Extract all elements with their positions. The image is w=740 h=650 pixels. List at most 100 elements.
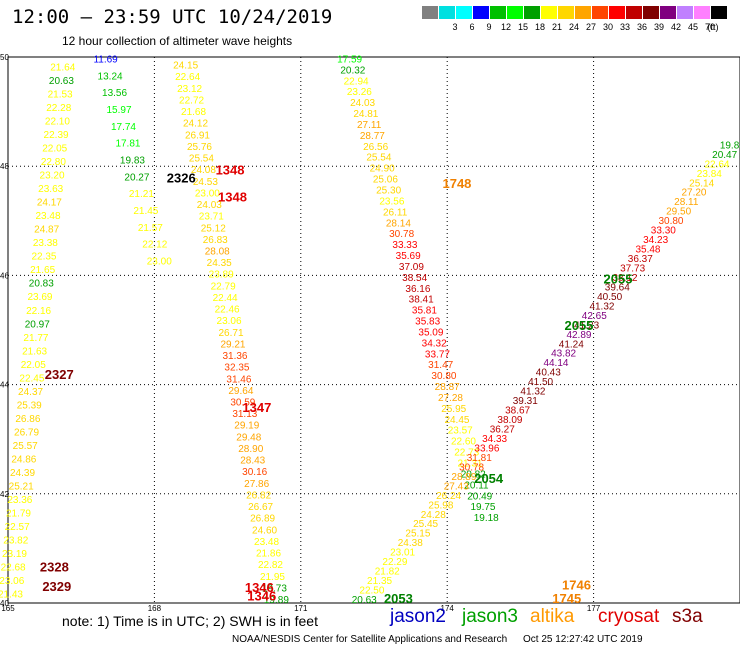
wave-height-point: 31.47: [428, 360, 453, 371]
wave-height-point: 41.32: [520, 387, 545, 398]
footer-credit: NOAA/NESDIS Center for Satellite Applica…: [232, 634, 508, 645]
wave-height-point: 39.64: [605, 282, 630, 293]
wave-height-point: 23.82: [3, 535, 28, 546]
colorbar-swatch: [422, 6, 438, 19]
wave-height-point: 22.64: [704, 159, 729, 170]
wave-height-point: 24.28: [421, 510, 446, 521]
wave-height-point: 23.00: [195, 188, 220, 199]
colorbar-swatch: [456, 6, 472, 19]
y-tick-label: 42: [0, 490, 9, 499]
wave-height-point: 24.17: [37, 198, 62, 209]
wave-height-point: 34.32: [422, 338, 447, 349]
wave-height-point: 23.48: [254, 537, 279, 548]
wave-height-point: 21.53: [48, 90, 73, 101]
wave-height-point: 24.03: [197, 200, 222, 211]
wave-height-point: 25.54: [366, 153, 391, 164]
wave-height-point: 23.19: [2, 549, 27, 560]
wave-height-point: 21.43: [0, 590, 23, 601]
pass-time-label: 1346: [247, 588, 276, 603]
colorbar-swatch: [524, 6, 540, 19]
wave-height-point: 31.13: [232, 409, 257, 420]
wave-height-point: 22.12: [142, 240, 167, 251]
wave-height-point: 36.16: [405, 284, 430, 295]
wave-height-point: 22.39: [44, 130, 69, 141]
wave-height-point: 22.80: [41, 157, 66, 168]
wave-height-point: 28.90: [238, 444, 263, 455]
wave-height-point: 30.78: [459, 462, 484, 473]
wave-height-point: 26.56: [363, 142, 388, 153]
colorbar-unit: (ft): [707, 22, 719, 32]
wave-height-point: 22.60: [451, 437, 476, 448]
wave-height-point: 23.00: [147, 256, 172, 267]
wave-height-point: 20.27: [124, 172, 149, 183]
wave-height-point: 23.89: [209, 270, 234, 281]
wave-height-point: 28.08: [205, 246, 230, 257]
wave-height-point: 19.83: [120, 155, 145, 166]
colorbar-swatch: [609, 6, 625, 19]
wave-height-point: 25.21: [9, 481, 34, 492]
colorbar-tick-label: 45: [687, 22, 698, 32]
pass-time-label: 1348: [218, 190, 247, 205]
wave-height-point: 25.54: [189, 154, 214, 165]
wave-height-point: 22.46: [215, 305, 240, 316]
wave-height-point: 24.39: [10, 468, 35, 479]
wave-height-point: 24.87: [34, 225, 59, 236]
wave-height-point: 22.50: [359, 586, 384, 597]
wave-height-point: 23.38: [33, 238, 58, 249]
colorbar-tick-label: 9: [486, 22, 492, 32]
x-tick-label: 168: [148, 604, 162, 613]
y-tick-label: 40: [0, 599, 9, 608]
wave-height-point: 13.56: [102, 88, 127, 99]
wave-height-point: 33.96: [474, 443, 499, 454]
wave-height-point: 30.59: [230, 398, 255, 409]
y-tick-label: 44: [0, 381, 9, 390]
wave-height-point: 27.11: [357, 120, 382, 131]
colorbar-tick-label: 70: [704, 22, 715, 32]
y-tick-label: 48: [0, 162, 9, 171]
wave-height-point: 17.59: [337, 54, 362, 65]
wave-height-point: 23.63: [38, 184, 63, 195]
colorbar-swatch: [694, 6, 710, 19]
colorbar-swatch: [439, 6, 455, 19]
wave-height-point: 28.14: [386, 218, 411, 229]
wave-height-point: 23.69: [27, 292, 52, 303]
wave-height-point: 25.95: [441, 404, 466, 415]
colorbar-swatch: [660, 6, 676, 19]
wave-height-point: 21.64: [50, 63, 75, 74]
wave-height-point: 41.50: [528, 377, 553, 388]
wave-height-point: 26.89: [250, 514, 275, 525]
x-tick-label: 165: [1, 604, 15, 613]
wave-height-point: 42.89: [566, 330, 591, 341]
wave-height-point: 25.98: [428, 500, 453, 511]
wave-height-point: 22.05: [42, 144, 67, 155]
wave-height-point: 35.09: [418, 327, 443, 338]
wave-height-point: 26.71: [219, 328, 244, 339]
wave-height-point: 22.57: [5, 522, 30, 533]
wave-height-point: 35.83: [415, 317, 440, 328]
plot-frame: [7, 56, 740, 604]
wave-height-point: 15.97: [107, 105, 132, 116]
wave-height-point: 28.43: [240, 456, 265, 467]
wave-height-point: 22.10: [45, 117, 70, 128]
pass-time-label: 1748: [442, 176, 471, 191]
wave-height-point: 11.69: [93, 54, 118, 65]
wave-height-point: 25.15: [405, 529, 430, 540]
wave-height-point: 26.91: [185, 130, 210, 141]
wave-height-point: 38.09: [497, 415, 522, 426]
wave-height-point: 23.06: [0, 576, 25, 587]
pass-time-label: 1746: [562, 577, 591, 592]
wave-height-point: 38.54: [402, 273, 427, 284]
wave-height-point: 23.20: [40, 171, 65, 182]
wave-height-point: 25.30: [376, 186, 401, 197]
colorbar-swatch: [575, 6, 591, 19]
colorbar-tick-label: 15: [517, 22, 528, 32]
wave-height-point: 24.15: [173, 61, 198, 72]
wave-height-point: 24.45: [444, 415, 469, 426]
wave-height-point: 37.73: [620, 264, 645, 275]
wave-height-point: 23.84: [697, 169, 722, 180]
wave-height-point: 39.31: [513, 396, 538, 407]
wave-height-point: 25.06: [373, 175, 398, 186]
wave-height-point: 20.63: [352, 595, 377, 606]
